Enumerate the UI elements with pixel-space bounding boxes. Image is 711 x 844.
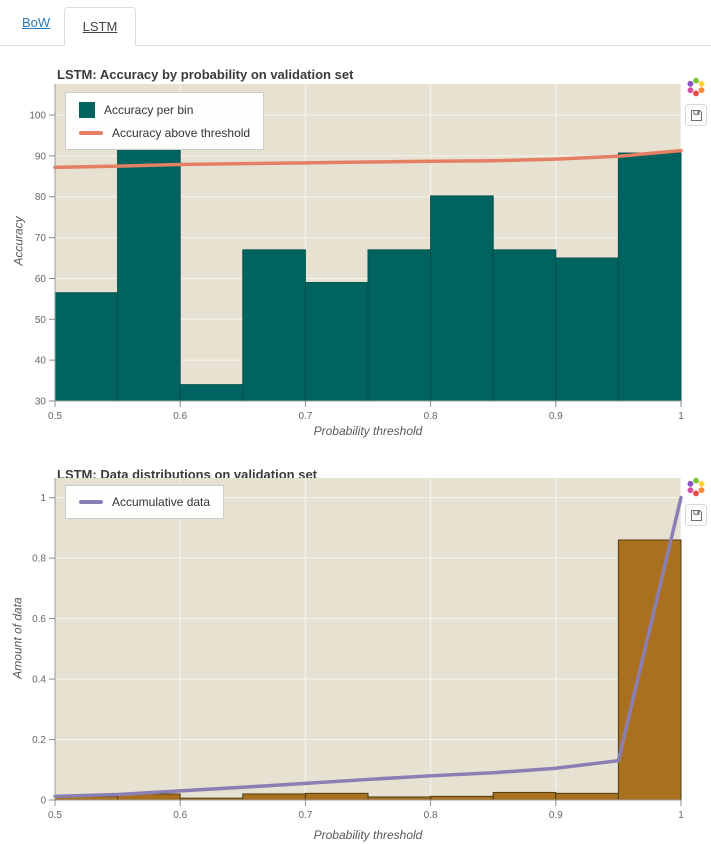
x-tick-label: 1	[678, 810, 684, 821]
line-series	[53, 148, 683, 170]
distribution-plot-svg: 0 0.2 0.4 0.6 0.8 1 0.5 0.6 0.7 0.8 0.9 1	[32, 478, 684, 821]
y-tick-label: 80	[35, 192, 47, 203]
x-tick-label: 0.9	[549, 810, 563, 821]
y-tick-label: 30	[35, 397, 47, 408]
legend-label: Accumulative data	[112, 495, 211, 509]
x-tick-label: 0.6	[173, 810, 187, 821]
y-tick-label: 0.4	[32, 675, 46, 686]
y-tick-label: 100	[29, 111, 46, 122]
accuracy-chart-block: LSTM: Accuracy by probability on validat…	[0, 50, 711, 448]
legend-swatch-line	[79, 131, 103, 135]
plot-background	[55, 478, 681, 800]
x-tick-label: 0.6	[173, 411, 187, 422]
bar	[304, 792, 369, 801]
legend-label: Accuracy above threshold	[112, 126, 251, 140]
tab-lstm[interactable]: LSTM	[64, 7, 136, 46]
save-glyph	[690, 509, 702, 521]
bar	[430, 195, 494, 402]
x-tick-label: 1	[678, 411, 684, 422]
tab-bow[interactable]: BoW	[22, 15, 51, 30]
legend-label: Accuracy per bin	[104, 103, 194, 117]
plot-toolbar	[684, 475, 708, 526]
y-tick-label: 0	[40, 796, 46, 807]
x-tick-label: 0.8	[424, 810, 438, 821]
bar	[242, 249, 306, 402]
chart-title: LSTM: Accuracy by probability on validat…	[57, 67, 354, 82]
legend: Accumulative data	[65, 485, 225, 519]
legend-item: Accuracy per bin	[79, 102, 250, 118]
bar	[555, 792, 619, 801]
legend-item: Accuracy above threshold	[79, 126, 250, 140]
bar	[179, 384, 244, 402]
y-tick-label: 0.6	[32, 614, 46, 625]
tab-bar: BoW LSTM	[0, 0, 711, 46]
y-tick-label: 40	[35, 356, 47, 367]
bar	[304, 282, 369, 402]
legend-swatch-square	[79, 102, 95, 118]
y-tick-label: 90	[35, 151, 47, 162]
save-plot-icon[interactable]	[685, 104, 707, 126]
bokeh-logo-glyph	[687, 77, 705, 97]
bar	[242, 793, 306, 801]
save-glyph	[690, 109, 702, 121]
legend: Accuracy per bin Accuracy above threshold	[65, 92, 265, 150]
bar	[617, 539, 682, 801]
y-tick-label: 70	[35, 233, 47, 244]
x-axis-label: Probability threshold	[313, 828, 423, 842]
bar	[54, 292, 119, 402]
x-tick-label: 0.9	[549, 411, 563, 422]
bar	[492, 791, 557, 801]
y-tick-label: 1	[40, 493, 46, 504]
bar	[367, 249, 432, 402]
y-tick-label: 0.8	[32, 554, 46, 565]
x-tick-label: 0.8	[424, 411, 438, 422]
x-axis-label: Probability threshold	[313, 424, 423, 438]
accuracy-plot-svg: 30 40 50 60 70 80 90 100 0.5 0.6 0.7 0.8 0.9 1	[29, 84, 684, 422]
y-axis-label: Amount of data	[10, 597, 25, 679]
plot-toolbar	[684, 75, 708, 126]
y-tick-label: 60	[35, 274, 47, 285]
bar	[492, 249, 557, 402]
bokeh-logo-glyph	[687, 477, 705, 497]
bokeh-logo-icon[interactable]	[684, 475, 708, 499]
tab-lstm-label: LSTM	[82, 19, 118, 34]
legend-swatch-line	[79, 500, 103, 504]
bar	[617, 152, 682, 402]
y-tick-label: 50	[35, 315, 47, 326]
y-axis-label: Accuracy	[11, 216, 26, 266]
bar	[117, 148, 181, 402]
legend-item: Accumulative data	[79, 495, 210, 509]
x-tick-label: 0.5	[48, 411, 62, 422]
x-tick-label: 0.7	[298, 810, 312, 821]
distribution-chart-block: LSTM: Data distributions on validation s…	[0, 448, 711, 844]
line-series	[53, 495, 683, 799]
bar	[555, 257, 619, 402]
y-tick-label: 0.2	[32, 735, 46, 746]
x-tick-label: 0.5	[48, 810, 62, 821]
save-plot-icon[interactable]	[685, 504, 707, 526]
x-tick-label: 0.7	[298, 411, 312, 422]
bar	[430, 795, 494, 801]
bokeh-logo-icon[interactable]	[684, 75, 708, 99]
